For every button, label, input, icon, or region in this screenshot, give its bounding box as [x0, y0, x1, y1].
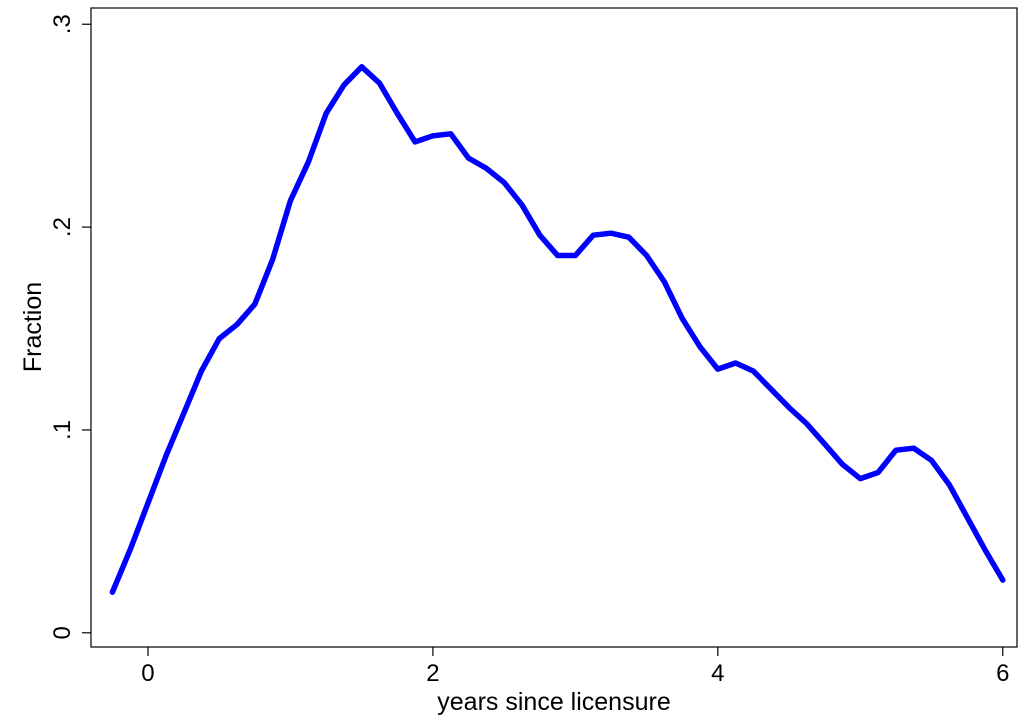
x-tick-label: 2: [426, 660, 439, 687]
x-axis-title: years since licensure: [437, 688, 670, 716]
x-tick-label: 6: [996, 660, 1009, 687]
plot-frame: [90, 7, 1018, 648]
x-tick-label: 0: [141, 660, 154, 687]
series-line: [109, 64, 1006, 595]
y-tick-label: 0: [49, 626, 76, 639]
y-axis-title: Fraction: [19, 282, 47, 372]
x-tick-label: 4: [711, 660, 724, 687]
y-axis: 0 .1 .2 .3: [49, 14, 91, 639]
y-tick-label: .1: [49, 420, 76, 440]
y-tick-label: .3: [49, 14, 76, 34]
y-tick-label: .2: [49, 217, 76, 237]
x-axis: 0 2 4 6: [141, 647, 1009, 687]
series-layer: [109, 64, 1006, 595]
